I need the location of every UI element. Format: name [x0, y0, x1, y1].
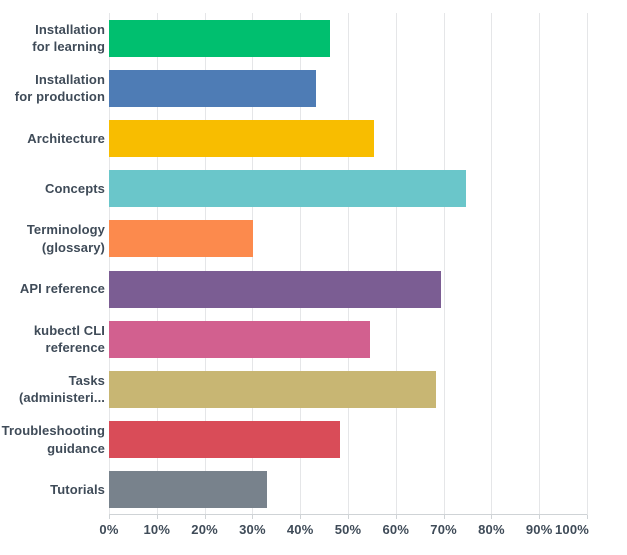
x-axis-line	[109, 514, 587, 515]
category-label-concepts: Concepts	[0, 164, 105, 214]
bar-terminology-glossary	[109, 220, 254, 258]
bar-row-concepts	[109, 164, 587, 214]
category-label-line: guidance	[47, 440, 105, 456]
category-label-tasks-administeri: Tasks (administeri...	[0, 364, 105, 414]
x-tick-label-20%: 20%	[191, 522, 218, 537]
x-axis-tick	[491, 515, 493, 519]
bar-row-api-reference	[109, 264, 587, 314]
gridline-50%	[348, 13, 349, 515]
bar-troubleshooting-guidance	[109, 421, 341, 459]
x-tick-label-30%: 30%	[239, 522, 266, 537]
x-axis-tick	[443, 515, 445, 519]
x-axis-tick	[395, 515, 397, 519]
bar-installation-for-production	[109, 69, 317, 107]
category-label-troubleshooting-guidance: Troubleshooting guidance	[0, 415, 105, 465]
gridline-20%	[204, 13, 206, 515]
category-label-line: Tasks	[68, 372, 105, 388]
category-label-tutorials: Tutorials	[0, 465, 105, 515]
bar-row-troubleshooting-guidance	[109, 415, 587, 465]
x-axis-tick	[539, 515, 541, 519]
category-label-line: Installation	[35, 21, 105, 37]
bar-architecture	[109, 119, 375, 157]
category-label-installation-for-production: Installation for production	[0, 63, 105, 113]
x-tick-label-90%: 90%	[525, 522, 553, 537]
x-tick-label-40%: 40%	[286, 522, 314, 537]
x-axis-tick	[109, 515, 110, 519]
x-tick-label-60%: 60%	[382, 522, 410, 537]
x-tick-label-50%: 50%	[334, 522, 362, 537]
bar-tasks-administeri	[109, 370, 437, 408]
gridline-10%	[156, 13, 158, 515]
category-label-line: kubectl CLI	[33, 322, 105, 338]
bar-row-terminology-glossary	[109, 214, 587, 264]
x-tick-label-10%: 10%	[143, 522, 171, 537]
bar-row-kubectl-cli-reference	[109, 314, 587, 364]
x-axis-tick	[204, 515, 206, 519]
bar-row-tasks-administeri	[109, 364, 587, 414]
x-tick-label-80%: 80%	[478, 522, 505, 537]
bar-row-tutorials	[109, 465, 587, 515]
plot-area	[109, 13, 588, 519]
x-axis-tick	[252, 515, 254, 519]
bar-api-reference	[109, 270, 442, 308]
gridline-60%	[395, 13, 397, 515]
gridline-90%	[539, 13, 541, 515]
category-label-installation-for-learning: Installation for learning	[0, 13, 105, 63]
gridline-30%	[252, 13, 254, 515]
category-label-line: reference	[45, 340, 105, 356]
category-label-line: Architecture	[27, 130, 105, 146]
category-label-terminology-glossary: Terminology (glossary)	[0, 214, 105, 264]
x-axis-tick	[587, 515, 588, 519]
category-label-kubectl-cli-reference: kubectl CLI reference	[0, 314, 105, 364]
category-label-line: Tutorials	[50, 482, 105, 498]
x-axis-tick	[300, 515, 302, 519]
bar-tutorials	[109, 471, 268, 509]
x-tick-label-70%: 70%	[430, 522, 457, 537]
gridline-80%	[491, 13, 493, 515]
category-label-line: Troubleshooting	[1, 423, 105, 439]
bar-row-architecture	[109, 113, 587, 163]
gridline-70%	[443, 13, 445, 515]
category-label-architecture: Architecture	[0, 113, 105, 163]
bar-installation-for-learning	[109, 19, 331, 57]
bar-concepts	[109, 170, 466, 208]
category-label-line: (administeri...	[18, 390, 105, 406]
x-tick-label-100%: 100%	[554, 522, 590, 537]
gridline-100%	[587, 13, 588, 515]
bar-row-installation-for-learning	[109, 13, 587, 63]
x-axis-tick	[348, 515, 349, 519]
category-label-line: Installation	[35, 71, 105, 87]
gridline-0%	[109, 13, 110, 515]
gridline-40%	[300, 13, 302, 515]
category-label-line: Terminology	[26, 222, 105, 238]
x-tick-label-0%: 0%	[99, 522, 119, 537]
category-label-line: Concepts	[44, 180, 105, 196]
category-label-line: API reference	[19, 281, 105, 297]
x-axis-tick	[156, 515, 158, 519]
category-label-line: for production	[14, 89, 105, 105]
bar-row-installation-for-production	[109, 63, 587, 113]
category-label-line: for learning	[32, 39, 105, 55]
category-label-api-reference: API reference	[0, 264, 105, 314]
category-label-line: (glossary)	[41, 239, 105, 255]
bar-kubectl-cli-reference	[109, 320, 370, 358]
